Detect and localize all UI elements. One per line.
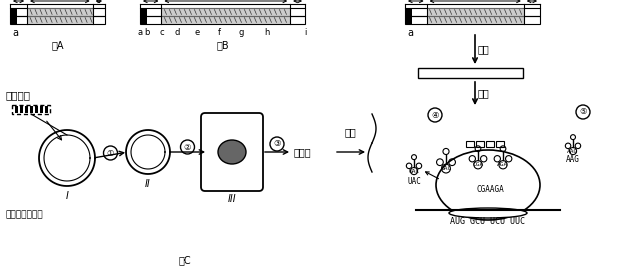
Bar xyxy=(10,8,16,24)
FancyBboxPatch shape xyxy=(201,113,263,191)
Bar xyxy=(427,8,523,16)
Text: AGA: AGA xyxy=(498,162,509,167)
Bar xyxy=(476,141,484,147)
Circle shape xyxy=(180,140,194,154)
Text: ⑤: ⑤ xyxy=(579,107,587,117)
Text: UAC: UAC xyxy=(408,168,420,174)
Bar xyxy=(12,105,50,114)
Bar xyxy=(30,106,33,113)
Bar xyxy=(161,8,290,16)
Bar xyxy=(20,106,23,113)
Text: h: h xyxy=(265,28,270,37)
Ellipse shape xyxy=(436,150,540,220)
Ellipse shape xyxy=(218,140,246,164)
Text: 图A: 图A xyxy=(51,40,64,50)
Ellipse shape xyxy=(449,208,527,218)
Text: 表达: 表达 xyxy=(344,127,356,137)
Text: e: e xyxy=(195,28,200,37)
Bar xyxy=(140,8,147,24)
Text: a: a xyxy=(407,28,413,38)
Text: ②: ② xyxy=(184,142,191,152)
Text: ④: ④ xyxy=(431,111,439,119)
Bar xyxy=(418,68,523,78)
Bar xyxy=(405,16,540,24)
Text: f: f xyxy=(218,28,221,37)
Bar xyxy=(496,141,504,147)
Bar xyxy=(405,8,413,24)
Circle shape xyxy=(104,146,118,160)
Bar xyxy=(140,8,305,16)
Bar xyxy=(427,16,523,24)
Circle shape xyxy=(270,137,284,151)
Bar xyxy=(45,106,48,113)
Text: UAC: UAC xyxy=(441,166,451,171)
Text: I: I xyxy=(66,191,68,201)
Text: d: d xyxy=(174,28,180,37)
Text: CGAAGA: CGAAGA xyxy=(476,186,504,194)
Text: CGA: CGA xyxy=(472,162,484,167)
Text: II: II xyxy=(145,179,151,189)
Bar xyxy=(27,8,92,16)
Text: 图B: 图B xyxy=(216,40,229,50)
Bar xyxy=(25,106,28,113)
Bar xyxy=(140,16,305,24)
Bar xyxy=(10,8,105,16)
Text: AAG: AAG xyxy=(566,155,580,164)
Text: 翻译: 翻译 xyxy=(478,88,490,99)
Text: ①: ① xyxy=(107,148,114,158)
Bar xyxy=(466,141,474,147)
Text: AUG GCU UCU UUC: AUG GCU UCU UUC xyxy=(451,217,525,226)
Text: 图C: 图C xyxy=(179,255,191,265)
Text: UAC: UAC xyxy=(407,177,421,186)
Text: i: i xyxy=(304,28,306,37)
Bar xyxy=(405,8,540,16)
Bar xyxy=(40,106,43,113)
Text: III: III xyxy=(228,194,236,204)
Text: a: a xyxy=(12,28,18,38)
Bar xyxy=(35,106,38,113)
Text: c: c xyxy=(159,28,164,37)
Text: a: a xyxy=(137,28,142,37)
Bar xyxy=(27,16,92,24)
Bar xyxy=(486,141,494,147)
Text: g: g xyxy=(239,28,244,37)
Text: 转录: 转录 xyxy=(478,45,490,55)
Bar xyxy=(10,16,105,24)
Text: 目的基因: 目的基因 xyxy=(5,90,30,100)
Text: ③: ③ xyxy=(273,140,281,148)
Text: 四环素抗性基因: 四环素抗性基因 xyxy=(5,210,42,219)
Text: AAG: AAG xyxy=(567,148,579,153)
Text: b: b xyxy=(145,28,150,37)
Bar xyxy=(15,106,18,113)
Bar xyxy=(161,16,290,24)
Text: 棉植株: 棉植株 xyxy=(294,147,311,157)
